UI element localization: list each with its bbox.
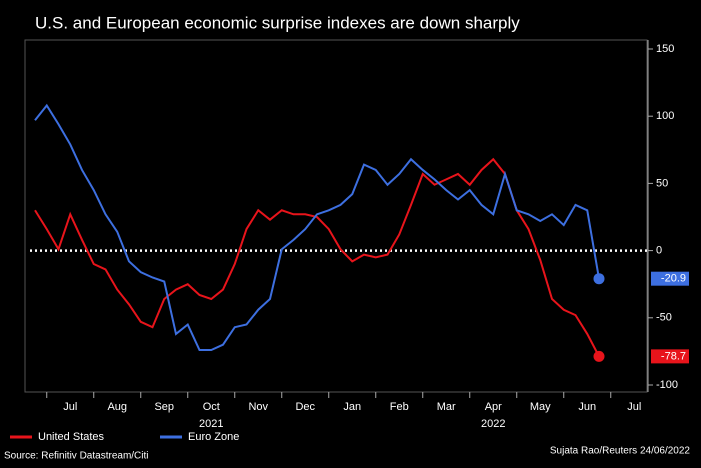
y-tick-label: 0 [656, 245, 662, 257]
chart-title: U.S. and European economic surprise inde… [35, 13, 520, 32]
x-tick-label: Jun [578, 401, 596, 413]
plot-frame [24, 39, 648, 393]
end-label-box [651, 349, 689, 364]
x-tick-label: Apr [485, 401, 502, 413]
x-tick-label: Feb [390, 401, 409, 413]
x-tick-label: Mar [437, 401, 456, 413]
x-tick-label: Aug [107, 401, 127, 413]
series-line [34, 103, 600, 352]
y-tick-label: -100 [656, 379, 678, 391]
year-label: 2021 [199, 418, 223, 430]
x-tick-label: Jan [343, 401, 361, 413]
series-line [34, 157, 600, 357]
end-marker [593, 350, 605, 362]
x-tick-label: Dec [295, 401, 315, 413]
y-tick-label: 100 [656, 110, 674, 122]
end-marker [593, 273, 605, 285]
year-label: 2022 [481, 418, 505, 430]
y-tick-label: -50 [656, 312, 672, 324]
legend-label: Euro Zone [188, 431, 239, 443]
y-tick-label: 150 [656, 43, 674, 55]
y-tick-label: 50 [656, 177, 668, 189]
x-tick-label: Nov [248, 401, 268, 413]
x-tick-label: Oct [203, 401, 220, 413]
x-tick-label: Jul [63, 401, 77, 413]
end-label-box [651, 271, 689, 286]
x-tick-label: May [530, 401, 551, 413]
x-tick-label: Jul [627, 401, 641, 413]
x-tick-label: Sep [154, 401, 174, 413]
end-label: -20.9 [661, 273, 686, 285]
end-label: -78.7 [661, 350, 686, 362]
source: Source: Refinitiv Datastream/Citi [4, 451, 149, 462]
legend-label: United States [38, 431, 105, 443]
credit: Sujata Rao/Reuters 24/06/2022 [550, 446, 691, 457]
